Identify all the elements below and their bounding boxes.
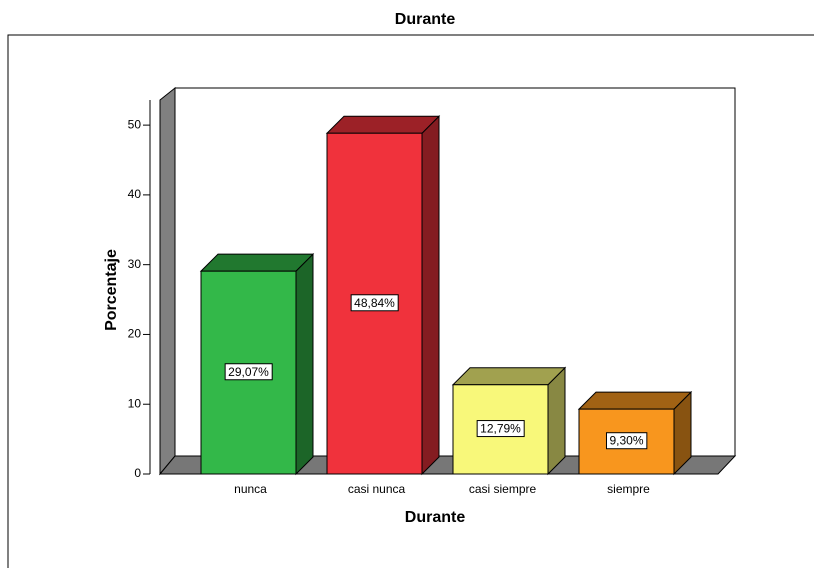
bar-side [295,252,314,476]
value-label: 29,07% [228,365,269,379]
x-tick-label: nunca [234,482,267,496]
bar-top [199,253,315,272]
left-wall [159,86,176,476]
y-tick-label: 0 [134,466,141,480]
y-tick-label: 30 [128,257,142,271]
x-tick-label: siempre [607,482,650,496]
value-label: 12,79% [480,422,521,436]
x-tick-label: casi siempre [469,482,537,496]
x-axis-title: Durante [405,509,466,526]
bar-top [325,115,441,134]
bar-side [547,366,566,476]
bar-top [577,391,693,410]
bar-side [421,115,440,476]
y-axis-title: Porcentaje [103,249,120,331]
value-label-box [224,363,273,381]
value-label-box [605,432,648,450]
value-label-box [350,294,399,312]
value-label-box [476,420,525,438]
y-tick-label: 40 [128,187,142,201]
chart-title: Durante [395,11,456,28]
value-label: 48,84% [354,296,395,310]
y-tick-label: 10 [128,396,142,410]
y-tick-label: 20 [128,327,142,341]
y-tick-label: 50 [128,117,142,131]
x-tick-label: casi nunca [348,482,406,496]
bar-top [451,367,567,386]
value-label: 9,30% [609,434,643,448]
